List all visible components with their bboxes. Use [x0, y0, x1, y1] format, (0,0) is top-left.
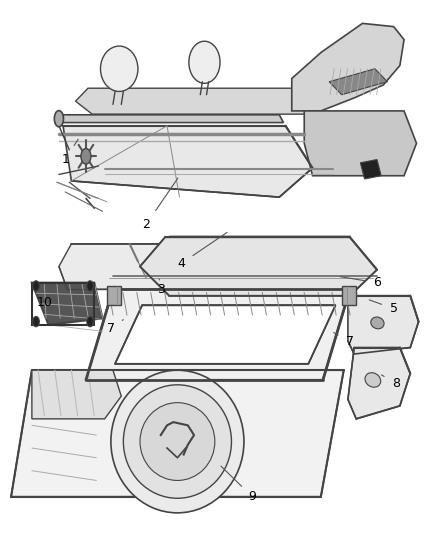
Ellipse shape — [111, 370, 244, 513]
Text: 7: 7 — [334, 333, 354, 348]
Text: 2: 2 — [142, 178, 178, 231]
Polygon shape — [115, 305, 336, 364]
Ellipse shape — [189, 41, 220, 83]
Text: 9: 9 — [221, 466, 256, 503]
Circle shape — [81, 149, 91, 164]
Bar — [32, 282, 94, 325]
Polygon shape — [59, 244, 188, 289]
Polygon shape — [304, 111, 417, 176]
Circle shape — [33, 317, 39, 327]
Polygon shape — [342, 286, 356, 305]
Polygon shape — [59, 115, 283, 123]
Text: 4: 4 — [178, 232, 227, 270]
Ellipse shape — [54, 110, 64, 127]
Polygon shape — [32, 282, 102, 325]
Circle shape — [87, 317, 93, 327]
Polygon shape — [75, 88, 321, 114]
Ellipse shape — [365, 373, 381, 387]
Ellipse shape — [371, 317, 384, 329]
Polygon shape — [86, 289, 350, 380]
Circle shape — [33, 281, 39, 291]
Polygon shape — [360, 159, 381, 179]
Ellipse shape — [100, 46, 138, 92]
Polygon shape — [11, 370, 344, 497]
Text: 7: 7 — [107, 320, 124, 335]
Polygon shape — [348, 296, 419, 354]
Polygon shape — [292, 23, 404, 111]
Text: 8: 8 — [381, 375, 400, 390]
Text: 3: 3 — [157, 279, 165, 296]
Polygon shape — [32, 370, 121, 419]
Polygon shape — [348, 348, 410, 419]
Circle shape — [87, 281, 93, 291]
Polygon shape — [329, 69, 387, 95]
Text: 10: 10 — [36, 296, 57, 309]
Ellipse shape — [124, 385, 231, 498]
Polygon shape — [140, 237, 377, 296]
Text: 1: 1 — [61, 139, 78, 166]
Text: 6: 6 — [340, 276, 381, 289]
Ellipse shape — [140, 402, 215, 480]
Polygon shape — [107, 286, 121, 305]
Polygon shape — [63, 126, 313, 197]
Text: 5: 5 — [369, 300, 398, 315]
